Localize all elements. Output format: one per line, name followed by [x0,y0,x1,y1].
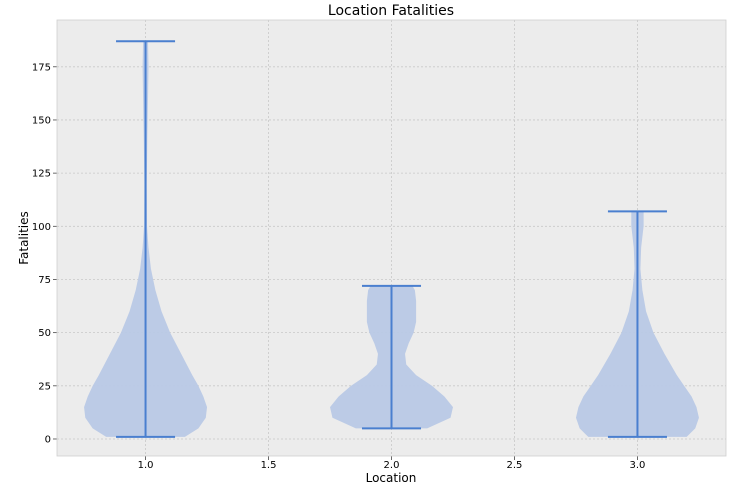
y-tick-label: 75 [38,275,51,286]
y-tick-label: 125 [32,169,51,180]
y-tick-label: 100 [32,222,51,233]
plot-frame [56,19,727,457]
y-tick-label: 50 [38,328,51,339]
tick-labels: 1.0 1.5 2.0 2.5 3.0 0 25 50 75 100 125 150 175 [32,19,727,471]
x-tick-label: 2.0 [384,460,400,471]
x-tick-label: 1.5 [261,460,277,471]
y-tick-label: 150 [32,115,51,126]
y-tick-label: 0 [45,434,51,445]
x-tick-label: 1.0 [138,460,154,471]
x-tick-label: 3.0 [630,460,646,471]
y-axis-label: Fatalities [17,211,31,265]
x-tick-label: 2.5 [507,460,523,471]
chart-title: Location Fatalities [328,3,454,19]
y-tick-label: 25 [38,381,51,392]
y-tick-label: 175 [32,62,51,73]
violins [84,40,699,438]
x-axis-label: Location [366,471,417,485]
